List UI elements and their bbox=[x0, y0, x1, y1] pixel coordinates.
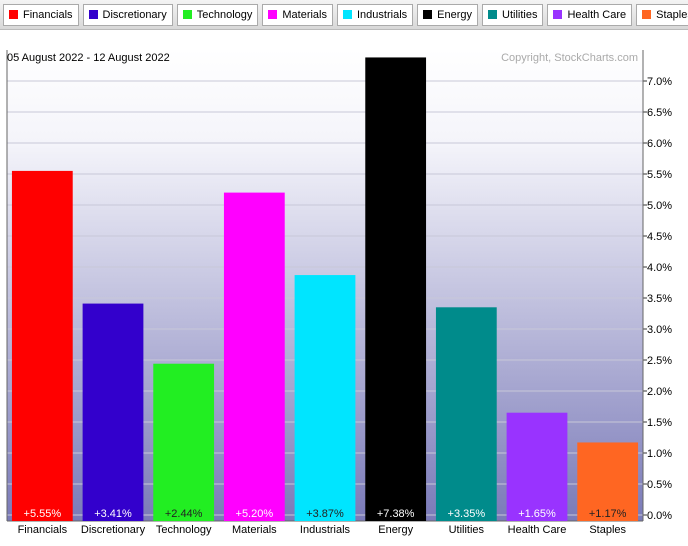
value-label: +2.44% bbox=[165, 508, 203, 520]
legend-label: Utilities bbox=[502, 8, 538, 21]
y-tick-label: 6.0% bbox=[647, 138, 672, 150]
y-tick-label: 6.5% bbox=[647, 107, 672, 119]
legend-swatch bbox=[182, 10, 192, 19]
legend-item[interactable]: Energy bbox=[417, 3, 478, 26]
legend-label: Energy bbox=[437, 8, 472, 21]
value-label: +1.65% bbox=[518, 508, 556, 520]
subtitle: 05 August 2022 - 12 August 2022 bbox=[7, 52, 170, 64]
y-tick-label: 7.0% bbox=[647, 76, 672, 88]
y-tick-label: 2.5% bbox=[647, 355, 672, 367]
y-tick-label: 1.5% bbox=[647, 417, 672, 429]
y-tick-label: 3.5% bbox=[647, 293, 672, 305]
x-tick-label: Financials bbox=[18, 524, 68, 536]
legend-item[interactable]: Discretionary bbox=[82, 3, 173, 26]
bar bbox=[82, 303, 144, 521]
legend-swatch bbox=[642, 10, 652, 19]
legend-item[interactable]: Utilities bbox=[482, 3, 544, 26]
copyright: Copyright, StockCharts.com bbox=[501, 52, 638, 64]
legend-label: Discretionary bbox=[102, 8, 167, 21]
y-tick-label: 4.5% bbox=[647, 231, 672, 243]
legend-swatch bbox=[9, 10, 18, 19]
legend-item[interactable]: Financials bbox=[3, 3, 79, 26]
y-tick-label: 5.5% bbox=[647, 169, 672, 181]
y-tick-label: 2.0% bbox=[647, 386, 672, 398]
bar bbox=[365, 57, 427, 521]
bar bbox=[577, 442, 639, 521]
x-tick-label: Discretionary bbox=[81, 524, 146, 536]
y-tick-label: 4.0% bbox=[647, 262, 672, 274]
legend-swatch bbox=[488, 10, 497, 19]
legend-label: Industrials bbox=[357, 8, 408, 21]
bar bbox=[11, 170, 73, 521]
value-label: +5.20% bbox=[236, 508, 274, 520]
value-label: +1.17% bbox=[589, 508, 627, 520]
value-label: +7.38% bbox=[377, 508, 415, 520]
legend-label: Financials bbox=[23, 8, 73, 21]
legend-item[interactable]: Staples bbox=[636, 3, 688, 26]
y-tick-label: 0.5% bbox=[647, 479, 672, 491]
bar bbox=[435, 307, 497, 521]
legend-swatch bbox=[343, 10, 352, 19]
y-tick-label: 1.0% bbox=[647, 448, 672, 460]
x-tick-label: Utilities bbox=[449, 524, 485, 536]
legend-swatch bbox=[423, 10, 433, 19]
legend-item[interactable]: Industrials bbox=[337, 3, 414, 26]
legend-swatch bbox=[553, 10, 563, 19]
legend-item[interactable]: Technology bbox=[176, 3, 259, 26]
value-label: +3.35% bbox=[448, 508, 486, 520]
x-tick-label: Health Care bbox=[508, 524, 567, 536]
x-tick-label: Staples bbox=[589, 524, 626, 536]
bar bbox=[506, 412, 568, 521]
bar bbox=[153, 363, 215, 521]
value-label: +3.87% bbox=[306, 508, 344, 520]
legend-swatch bbox=[268, 10, 278, 19]
y-tick-label: 3.0% bbox=[647, 324, 672, 336]
legend-swatch bbox=[88, 10, 98, 19]
legend-label: Technology bbox=[196, 8, 253, 21]
value-label: +3.41% bbox=[94, 508, 132, 520]
bar bbox=[294, 275, 356, 521]
legend-label: Staples bbox=[656, 8, 688, 21]
value-label: +5.55% bbox=[24, 508, 62, 520]
legend-item[interactable]: Health Care bbox=[547, 3, 633, 26]
legend-label: Materials bbox=[282, 8, 327, 21]
bar bbox=[223, 192, 285, 521]
x-tick-label: Industrials bbox=[300, 524, 351, 536]
y-tick-label: 0.0% bbox=[647, 510, 672, 522]
x-tick-label: Technology bbox=[156, 524, 212, 536]
legend: Financials Discretionary Technology Materia… bbox=[0, 0, 688, 30]
legend-label: Health Care bbox=[567, 8, 627, 21]
legend-item[interactable]: Materials bbox=[262, 3, 333, 26]
y-tick-label: 5.0% bbox=[647, 200, 672, 212]
x-tick-label: Energy bbox=[378, 524, 413, 536]
x-tick-label: Materials bbox=[232, 524, 277, 536]
